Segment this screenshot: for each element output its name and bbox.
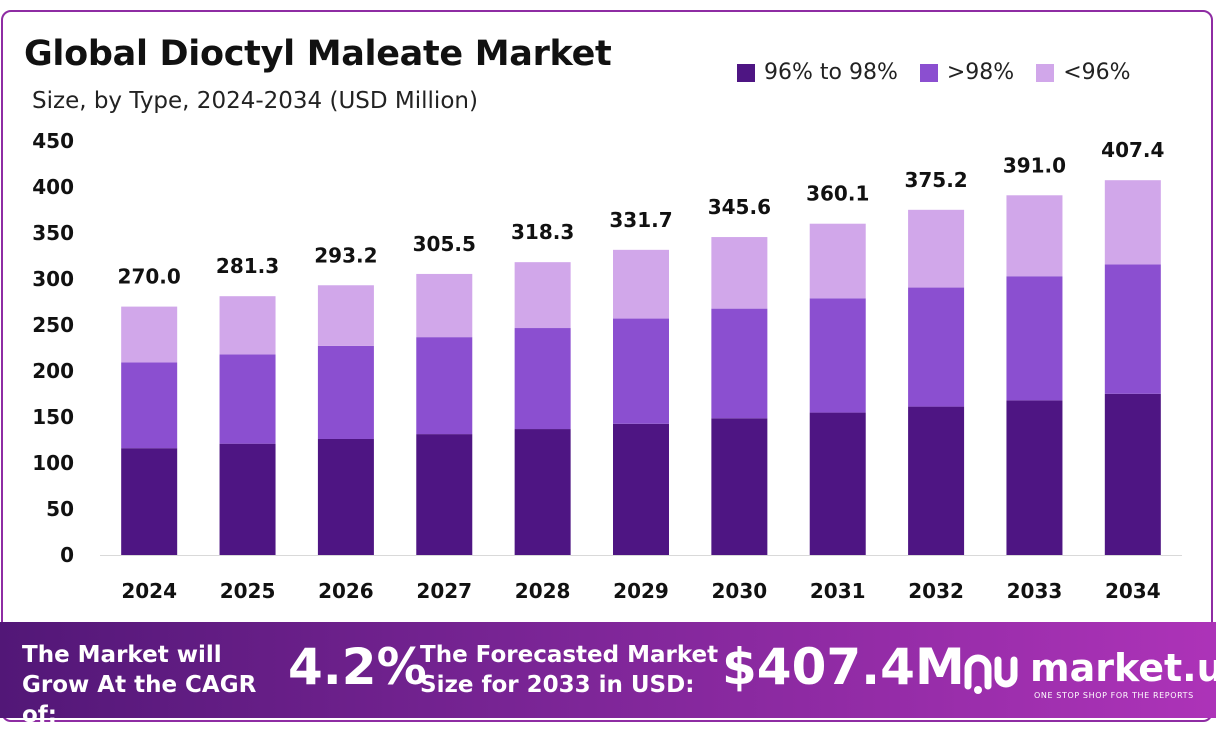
bar-total-label: 345.6 <box>708 195 771 219</box>
y-tick-label: 50 <box>46 497 74 521</box>
bar-total-label: 360.1 <box>806 182 869 206</box>
bar-total-label: 318.3 <box>511 220 574 244</box>
cagr-label: The Market will Grow At the CAGR of: <box>22 642 257 728</box>
legend-item-96-to-98: 96% to 98% <box>737 60 898 85</box>
bar-segment-above-98 <box>1006 276 1063 401</box>
legend-label-96-to-98: 96% to 98% <box>764 60 898 85</box>
bar-segment-96-to-98 <box>317 438 374 555</box>
bar-segment-below-96 <box>514 262 571 329</box>
bar-segment-above-98 <box>613 318 669 424</box>
bar-segment-below-96 <box>317 285 374 346</box>
y-tick-label: 350 <box>32 221 74 245</box>
chart-subtitle: Size, by Type, 2024-2034 (USD Million) <box>32 88 478 114</box>
x-tick-label: 2032 <box>908 579 964 603</box>
bar-segment-below-96 <box>908 209 965 288</box>
y-tick-label: 300 <box>32 267 74 291</box>
forecast-label: The Forecasted Market Size for 2033 in U… <box>420 642 719 698</box>
bar-total-label: 375.2 <box>904 168 967 192</box>
legend-label-above-98: >98% <box>946 60 1015 85</box>
bar-total-label: 331.7 <box>609 208 672 232</box>
legend: 96% to 98% >98% <96% <box>737 60 1131 85</box>
brand-logo: market.us ONE STOP SHOP FOR THE REPORTS <box>962 646 1216 706</box>
bar-total-label: 281.3 <box>216 254 279 278</box>
bar-total-label: 270.0 <box>118 265 181 289</box>
bar-segment-below-96 <box>1104 180 1161 265</box>
bar-segment-below-96 <box>613 249 669 319</box>
bar-segment-96-to-98 <box>416 434 473 555</box>
bar-segment-96-to-98 <box>809 412 866 555</box>
market-us-logo-icon <box>964 654 1018 694</box>
bar-total-label: 391.0 <box>1003 153 1066 177</box>
legend-item-below-96: <96% <box>1036 60 1131 85</box>
x-tick-label: 2033 <box>1007 579 1063 603</box>
bar-segment-96-to-98 <box>1006 400 1063 555</box>
bar-total-label: 293.2 <box>314 243 377 267</box>
legend-swatch-below-96 <box>1036 63 1055 82</box>
bar-segment-below-96 <box>809 223 866 299</box>
chart-title: Global Dioctyl Maleate Market <box>24 34 612 74</box>
x-tick-label: 2031 <box>810 579 866 603</box>
x-tick-label: 2030 <box>712 579 768 603</box>
x-tick-label: 2034 <box>1105 579 1161 603</box>
bar-segment-below-96 <box>121 306 178 363</box>
brand-tagline: ONE STOP SHOP FOR THE REPORTS <box>1034 691 1194 700</box>
y-tick-label: 250 <box>32 313 74 337</box>
summary-banner: The Market will Grow At the CAGR of: 4.2… <box>0 622 1216 728</box>
bar-segment-96-to-98 <box>219 443 276 555</box>
y-tick-label: 400 <box>32 175 74 199</box>
bar-segment-above-98 <box>219 354 276 444</box>
bar-segment-96-to-98 <box>908 406 965 555</box>
y-tick-label: 200 <box>32 359 74 383</box>
y-tick-label: 150 <box>32 405 74 429</box>
bar-segment-96-to-98 <box>613 423 669 555</box>
cagr-value: 4.2% <box>288 638 427 696</box>
bar-segment-above-98 <box>809 298 866 413</box>
bar-segment-above-98 <box>514 328 571 430</box>
x-tick-label: 2025 <box>220 579 276 603</box>
bar-segment-above-98 <box>416 337 473 435</box>
bar-total-label: 407.4 <box>1101 138 1164 162</box>
bar-segment-96-to-98 <box>514 429 571 555</box>
forecast-value: $407.4M <box>722 638 965 696</box>
bar-segment-below-96 <box>416 273 473 338</box>
bar-segment-below-96 <box>1006 195 1063 277</box>
y-tick-label: 100 <box>32 451 74 475</box>
x-tick-label: 2027 <box>416 579 472 603</box>
legend-item-above-98: >98% <box>919 60 1015 85</box>
bar-segment-above-98 <box>908 287 965 407</box>
bar-segment-96-to-98 <box>1104 393 1161 555</box>
x-tick-label: 2029 <box>613 579 669 603</box>
y-tick-label: 450 <box>32 129 74 153</box>
brand-name: market.us <box>1030 646 1216 690</box>
bar-segment-above-98 <box>711 308 768 419</box>
x-tick-label: 2024 <box>121 579 177 603</box>
stacked-bar-chart: 0 50 100 150 200 250 300 350 400 450 270.0 2024 281.… <box>32 129 1182 603</box>
bar-segment-96-to-98 <box>121 448 178 555</box>
bar-segment-above-98 <box>317 345 374 439</box>
bar-total-label: 305.5 <box>413 232 476 256</box>
bar-segment-96-to-98 <box>711 418 768 555</box>
legend-swatch-96-to-98 <box>737 63 755 82</box>
bar-segment-above-98 <box>1104 264 1161 394</box>
legend-label-below-96: <96% <box>1063 60 1131 85</box>
bar-segment-below-96 <box>711 237 768 309</box>
bar-segment-above-98 <box>121 362 178 449</box>
bar-segment-below-96 <box>219 296 276 355</box>
legend-swatch-above-98 <box>919 63 938 82</box>
x-tick-label: 2026 <box>318 579 374 603</box>
y-tick-label: 0 <box>60 543 74 567</box>
x-tick-label: 2028 <box>515 579 571 603</box>
